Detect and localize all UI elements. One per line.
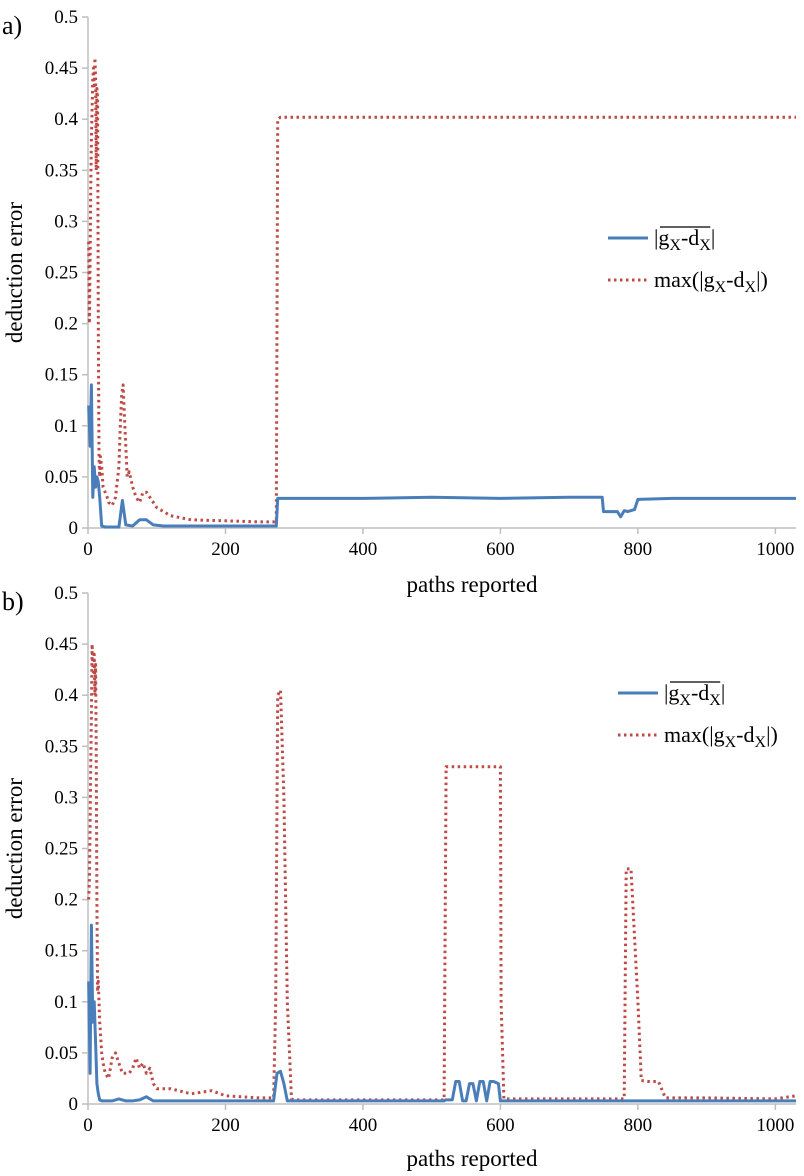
y-tick-label: 0.05 [45, 1043, 78, 1064]
y-tick-label: 0.2 [54, 314, 78, 335]
legend-text-part: X [669, 237, 681, 254]
legend-text-part: -d [681, 225, 699, 250]
y-tick-label: 0.45 [45, 634, 78, 655]
legend-text-part: X [755, 734, 767, 751]
panel-label: b) [2, 587, 24, 616]
x-tick-label: 200 [211, 1115, 240, 1136]
legend-text-part: | [711, 225, 715, 250]
panel-label: a) [2, 11, 22, 40]
y-tick-label: 0 [69, 1094, 79, 1115]
y-tick-label: 0.3 [54, 211, 78, 232]
legend-text-part: max(|g [654, 267, 715, 292]
legend-text-part: |) [766, 722, 778, 747]
y-tick-label: 0 [69, 518, 79, 539]
y-tick-label: 0.4 [54, 685, 78, 706]
x-axis-title: paths reported [407, 1146, 538, 1171]
chart-panel-b: b) 0 0.05 0.1 0.15 0.2 0.25 0.3 0.35 0.4 0.45 0.5 0 2… [2, 583, 797, 1171]
legend-text-part: | [721, 680, 725, 705]
legend-text-part: -d [691, 680, 709, 705]
y-tick-label: 0.2 [54, 890, 78, 911]
legend-text-part: X [725, 734, 737, 751]
y-tick-label: 0.5 [54, 7, 78, 28]
y-tick-label: 0.15 [45, 941, 78, 962]
legend-text-part: -d [726, 267, 744, 292]
x-axis-title: paths reported [407, 572, 538, 597]
y-tick-label: 0.45 [45, 58, 78, 79]
x-tick-label: 200 [211, 539, 240, 560]
x-tick-label: 800 [624, 539, 653, 560]
x-tick-label: 0 [83, 539, 93, 560]
legend-label-max: max(|gX-dX|) [654, 267, 768, 296]
y-tick-label: 0.4 [54, 109, 78, 130]
legend-text-part: X [745, 279, 757, 296]
x-tick-label: 400 [349, 539, 378, 560]
legend-text-part: |g [654, 225, 669, 250]
y-tick-label: 0.25 [45, 263, 78, 284]
y-tick-label: 0.05 [45, 467, 78, 488]
x-tick-label: 0 [83, 1115, 93, 1136]
y-tick-label: 0.1 [54, 416, 78, 437]
y-tick-label: 0.35 [45, 736, 78, 757]
series-line-mean [87, 923, 796, 1103]
y-tick-label: 0.25 [45, 839, 78, 860]
legend-label-mean: |gX-dX| [654, 225, 715, 254]
x-tick-label: 1000 [756, 1115, 794, 1136]
legend-text-part: X [709, 692, 721, 709]
legend: |gX-dX|max(|gX-dX|) [618, 680, 778, 751]
x-tick-label: 600 [486, 539, 515, 560]
x-tick-label: 1000 [756, 539, 794, 560]
y-axis-title: deduction error [2, 778, 27, 919]
legend-text-part: |) [756, 267, 768, 292]
series-line-max [87, 642, 797, 1102]
series-line-max [87, 56, 796, 524]
y-tick-label: 0.1 [54, 992, 78, 1013]
legend-text-part: max(|g [664, 722, 725, 747]
legend-label-max: max(|gX-dX|) [664, 722, 778, 751]
y-tick-label: 0.3 [54, 787, 78, 808]
legend-label-mean: |gX-dX| [664, 680, 725, 709]
legend: |gX-dX|max(|gX-dX|) [608, 225, 768, 296]
legend-text-part: X [715, 279, 727, 296]
y-tick-label: 0.35 [45, 160, 78, 181]
series-line-mean [87, 383, 796, 529]
y-tick-label: 0.15 [45, 365, 78, 386]
x-tick-label: 400 [349, 1115, 378, 1136]
legend-text-part: X [679, 692, 691, 709]
x-tick-label: 600 [486, 1115, 515, 1136]
legend-text-part: -d [736, 722, 754, 747]
x-tick-label: 800 [624, 1115, 653, 1136]
chart-panel-a: a) 0 0.05 0.1 0.15 0.2 0.25 0.3 0.35 0.4 0.45 0.5 0 2… [2, 7, 796, 597]
y-axis-title: deduction error [2, 202, 27, 343]
legend-text-part: X [699, 237, 711, 254]
legend-text-part: |g [664, 680, 679, 705]
y-tick-label: 0.5 [54, 583, 78, 604]
